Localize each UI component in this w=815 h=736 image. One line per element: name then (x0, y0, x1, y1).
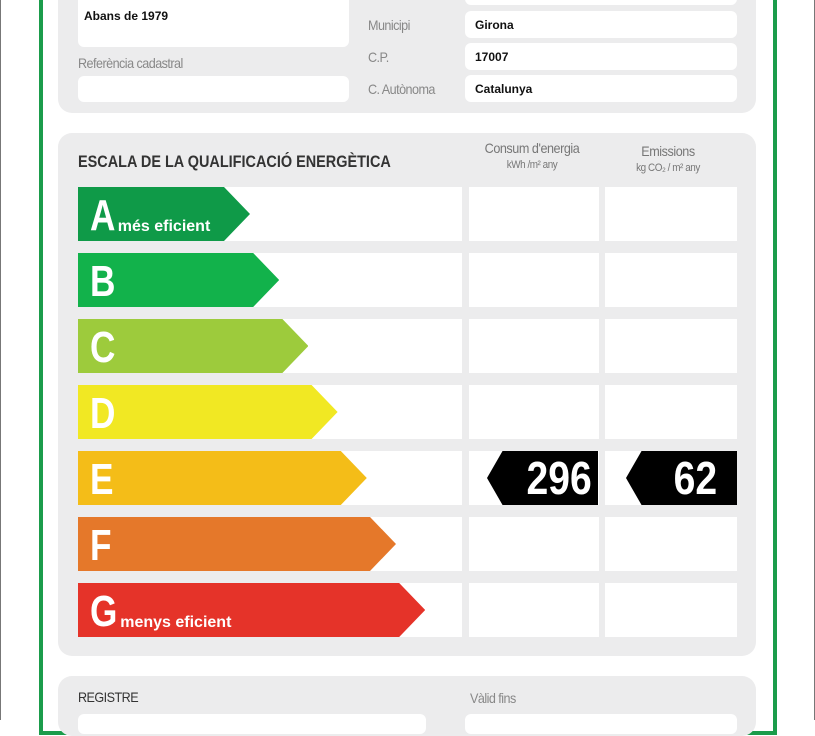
cp-field (465, 43, 737, 70)
consumption-header-label: Consum d'energia (484, 140, 580, 156)
consumption-cell-a (469, 187, 599, 241)
class-arrow-e: E (78, 451, 367, 505)
emissions-header-label: Emissions (641, 143, 695, 159)
cp-label: C.P. (368, 49, 389, 65)
consumption-cell-d (469, 385, 599, 439)
emissions-rating-badge: 62 (626, 451, 737, 505)
class-arrow-d: D (78, 385, 338, 439)
class-letter: E (90, 455, 114, 504)
year-value: Abans de 1979 (84, 9, 169, 23)
emissions-unit: kg CO₂ / m² any (636, 162, 700, 174)
ca-field (465, 75, 737, 102)
ca-value: Catalunya (475, 82, 533, 96)
class-description: més eficient (117, 218, 211, 235)
ca-label: C. Autònoma (368, 81, 435, 97)
emissions-header: Emissions kg CO₂ / m² any (605, 143, 731, 174)
municipi-label: Municipi (368, 17, 410, 33)
cp-value: 17007 (475, 50, 509, 64)
class-letter: A (90, 191, 116, 240)
class-letter: F (90, 521, 112, 570)
scale-title: ESCALA DE LA QUALIFICACIÓ ENERGÈTICA (78, 152, 391, 171)
class-letter: C (90, 323, 116, 372)
consumption-cell-f (469, 517, 599, 571)
cadastral-field (78, 76, 349, 102)
class-arrow-f: F (78, 517, 396, 571)
page-edge-left (0, 0, 1, 720)
class-letter: D (90, 389, 116, 438)
class-description: menys eficient (120, 614, 232, 631)
valid-field (465, 714, 737, 734)
class-letter: G (90, 587, 118, 636)
municipi-value: Girona (475, 18, 514, 32)
emissions-cell-d (605, 385, 737, 439)
emissions-cell-b (605, 253, 737, 307)
class-arrow-g: G menys eficient (78, 583, 425, 637)
consumption-unit: kWh /m² any (506, 159, 558, 171)
consumption-value: 296 (526, 452, 592, 504)
year-field (78, 0, 349, 47)
consumption-cell-c (469, 319, 599, 373)
consumption-rating-badge: 296 (487, 451, 598, 505)
emissions-value: 62 (673, 452, 717, 504)
cadastral-label: Referència cadastral (78, 55, 183, 71)
valid-label: Vàlid fins (470, 690, 516, 706)
consumption-cell-g (469, 583, 599, 637)
registry-field (78, 714, 426, 734)
top-field (465, 0, 737, 5)
consumption-header: Consum d'energia kWh /m² any (469, 140, 595, 171)
registry-title: REGISTRE (78, 689, 139, 705)
municipi-field (465, 11, 737, 38)
emissions-cell-f (605, 517, 737, 571)
consumption-cell-b (469, 253, 599, 307)
class-letter: B (90, 257, 116, 306)
emissions-cell-a (605, 187, 737, 241)
class-arrow-a: A més eficient (78, 187, 250, 241)
emissions-cell-c (605, 319, 737, 373)
emissions-cell-g (605, 583, 737, 637)
class-arrow-b: B (78, 253, 279, 307)
class-arrow-c: C (78, 319, 308, 373)
